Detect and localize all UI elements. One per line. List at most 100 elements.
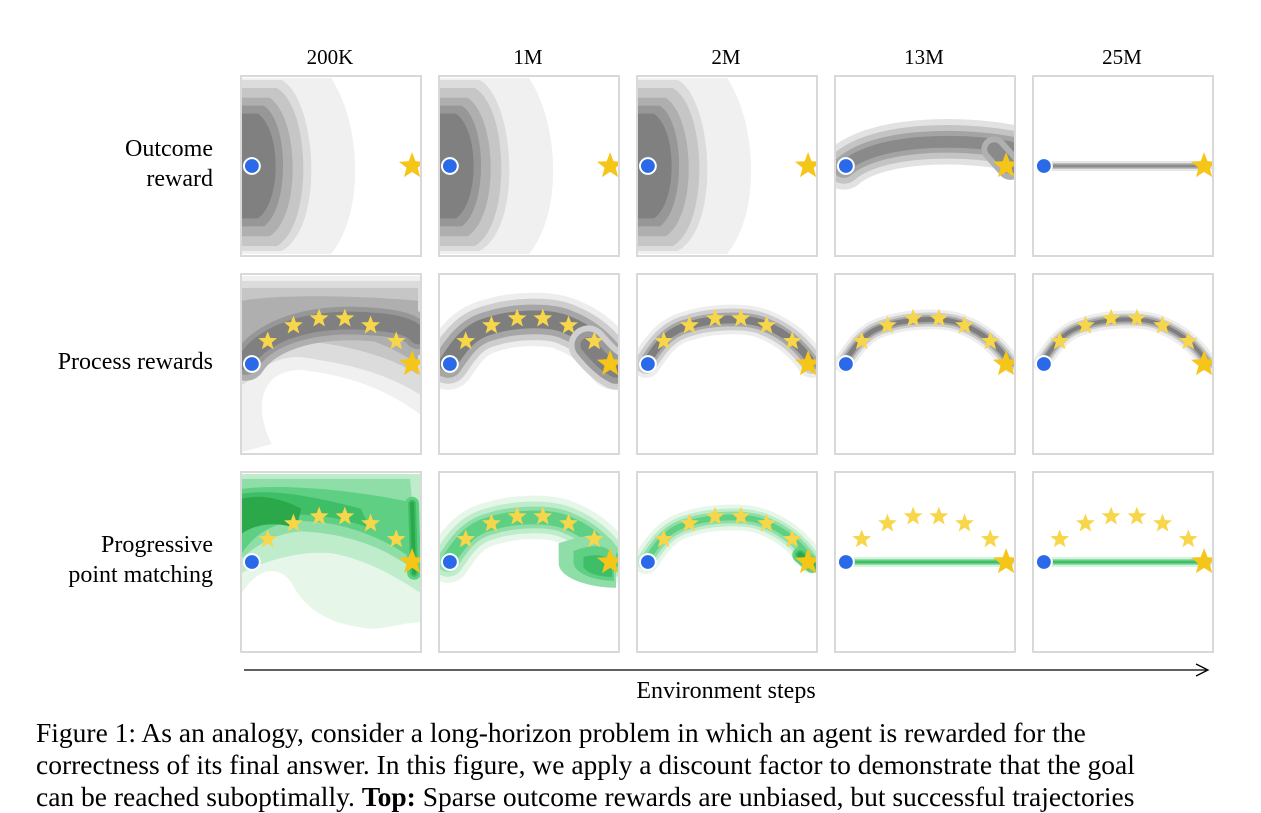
goal-star-icon	[596, 152, 618, 178]
waypoint-star-icon	[980, 331, 1000, 350]
waypoint-star-icon	[705, 506, 725, 525]
waypoint-star-icon	[335, 308, 355, 327]
row-label-outcome-reward: Outcome reward	[125, 134, 213, 194]
panel-row1-col1	[240, 75, 422, 257]
waypoint-star-icon	[507, 308, 527, 327]
waypoint-star-icon	[1153, 315, 1172, 334]
panel-row2-col3	[636, 273, 818, 455]
goal-star-icon	[794, 152, 816, 178]
panel-row3-col5	[1032, 471, 1214, 653]
column-label-13m: 13M	[904, 45, 944, 69]
panel-row2-col1	[240, 273, 422, 455]
caption-line-3: can be reached suboptimally. Top: Sparse…	[36, 781, 1226, 813]
start-marker-icon	[638, 355, 657, 373]
start-marker-icon	[1034, 157, 1053, 175]
start-marker-icon	[1034, 553, 1053, 571]
waypoint-star-icon	[955, 513, 974, 532]
goal-star-icon	[398, 152, 420, 178]
column-label-1m: 1M	[513, 45, 543, 69]
start-marker-icon	[242, 355, 261, 373]
waypoint-star-icon	[1101, 506, 1121, 525]
goal-star-icon	[992, 350, 1014, 376]
row-label-progressive-line1: Progressive	[101, 532, 213, 558]
row-label-progressive-point-matching: Progressive point matching	[68, 530, 213, 590]
goal-star-icon	[596, 350, 618, 376]
x-axis-label: Environment steps	[636, 678, 816, 704]
waypoint-star-icon	[878, 513, 897, 532]
column-label-2m: 2M	[711, 45, 741, 69]
waypoint-star-icon	[335, 506, 355, 525]
waypoint-star-icon	[852, 529, 872, 548]
waypoint-star-icon	[1178, 529, 1198, 548]
waypoint-star-icon	[533, 506, 553, 525]
waypoint-star-icon	[757, 513, 776, 532]
panel-row3-col4	[834, 471, 1016, 653]
column-label-25m: 25M	[1102, 45, 1142, 69]
start-marker-icon	[242, 157, 261, 175]
waypoint-star-icon	[386, 331, 406, 350]
panel-row1-col2	[438, 75, 620, 257]
waypoint-star-icon	[456, 331, 476, 350]
waypoint-star-icon	[680, 513, 699, 532]
caption-top-label: Top:	[361, 781, 416, 812]
start-marker-icon	[638, 157, 657, 175]
start-marker-icon	[440, 157, 459, 175]
caption-line-3-start: can be reached suboptimally.	[36, 781, 362, 812]
waypoint-star-icon	[482, 513, 501, 532]
waypoint-star-icon	[852, 331, 872, 350]
goal-star-icon	[992, 548, 1014, 574]
figure-caption: Figure 1: As an analogy, consider a long…	[36, 717, 1226, 813]
waypoint-star-icon	[955, 315, 974, 334]
goal-star-icon	[992, 152, 1014, 178]
waypoint-star-icon	[1127, 308, 1147, 327]
waypoint-star-icon	[680, 315, 699, 334]
goal-star-icon	[1190, 350, 1212, 376]
waypoint-star-icon	[654, 331, 674, 350]
waypoint-star-icon	[584, 529, 604, 548]
waypoint-star-icon	[705, 308, 725, 327]
row-label-outcome-line1: Outcome	[125, 136, 213, 162]
panel-row2-col5	[1032, 273, 1214, 455]
waypoint-star-icon	[559, 315, 578, 334]
panel-row1-col3	[636, 75, 818, 257]
waypoint-star-icon	[731, 308, 751, 327]
goal-star-icon	[398, 548, 420, 574]
panel-row1-col5	[1032, 75, 1214, 257]
waypoint-star-icon	[361, 315, 380, 334]
waypoint-star-icon	[903, 506, 923, 525]
caption-line-3-end: Sparse outcome rewards are unbiased, but…	[415, 781, 1135, 812]
column-label-200k: 200K	[306, 45, 354, 69]
waypoint-star-icon	[731, 506, 751, 525]
waypoint-star-icon	[284, 513, 303, 532]
start-marker-icon	[836, 355, 855, 373]
waypoint-star-icon	[533, 308, 553, 327]
waypoint-star-icon	[1153, 513, 1172, 532]
panel-row3-col3	[636, 471, 818, 653]
goal-star-icon	[794, 548, 816, 574]
goal-star-icon	[596, 548, 618, 574]
start-marker-icon	[242, 553, 261, 571]
row-label-outcome-line2: reward	[146, 166, 213, 192]
panel-row2-col2	[438, 273, 620, 455]
waypoint-star-icon	[559, 513, 578, 532]
waypoint-star-icon	[584, 331, 604, 350]
waypoint-star-icon	[654, 529, 674, 548]
waypoint-star-icon	[929, 308, 949, 327]
start-marker-icon	[638, 553, 657, 571]
waypoint-star-icon	[980, 529, 1000, 548]
panel-row3-col2	[438, 471, 620, 653]
waypoint-star-icon	[1050, 529, 1070, 548]
waypoint-star-icon	[258, 529, 278, 548]
waypoint-star-icon	[782, 331, 802, 350]
start-marker-icon	[440, 553, 459, 571]
waypoint-star-icon	[903, 308, 923, 327]
goal-star-icon	[1190, 548, 1212, 574]
waypoint-star-icon	[309, 506, 329, 525]
start-marker-icon	[836, 157, 855, 175]
waypoint-star-icon	[1178, 331, 1198, 350]
waypoint-star-icon	[1076, 513, 1095, 532]
row-label-process-rewards: Process rewards	[58, 347, 213, 377]
row-label-process-line1: Process rewards	[57, 349, 213, 375]
waypoint-star-icon	[1050, 331, 1070, 350]
row-label-progressive-line2: point matching	[68, 562, 213, 588]
